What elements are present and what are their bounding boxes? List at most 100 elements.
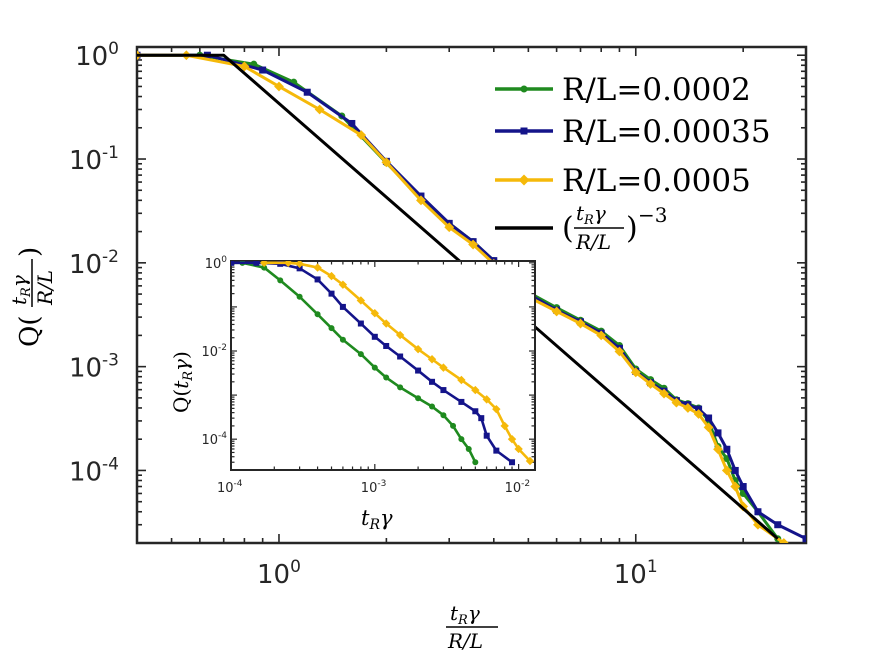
legend-entry-0: R/L=0.0002 xyxy=(495,72,751,108)
inset-point-0 xyxy=(328,325,335,332)
main-ytick-label-3: 10-3 xyxy=(69,351,119,384)
main-point-2 xyxy=(713,444,723,455)
inset-xlabel-base: t xyxy=(361,506,370,530)
inset-ticks xyxy=(230,261,535,471)
inset-point-2 xyxy=(413,344,423,354)
inset-ylabel-base: t xyxy=(169,380,193,389)
main-point-1 xyxy=(705,414,713,422)
inset-series-group xyxy=(231,261,535,466)
inset-point-0 xyxy=(296,293,303,300)
inset-point-0 xyxy=(371,364,378,371)
main-ylabel-num-sub: R xyxy=(19,287,34,298)
main-ytick-label-base: 10 xyxy=(69,354,102,384)
inset-point-1 xyxy=(440,387,447,394)
main-point-2 xyxy=(596,330,607,341)
main-ytick-label-exp: 0 xyxy=(108,39,119,59)
main-xlabel-num-base: t xyxy=(450,601,459,625)
main-point-2 xyxy=(738,501,749,512)
main-point-1 xyxy=(754,508,762,516)
legend-entry-3: ( tRγ R/L ) −3 xyxy=(495,201,667,254)
legend-entry-2: R/L=0.0005 xyxy=(495,163,751,199)
legend-entry-1: R/L=0.00035 xyxy=(495,114,771,150)
legend-frac-num-tail: γ xyxy=(594,201,606,225)
inset-point-1 xyxy=(231,261,234,266)
inset-point-2 xyxy=(313,263,322,272)
main-point-2 xyxy=(381,157,392,168)
main-xlabel-num-sub: R xyxy=(457,613,468,628)
inset-point-0 xyxy=(314,311,321,318)
inset-point-2 xyxy=(492,404,501,414)
main-point-2 xyxy=(659,388,669,399)
main-point-2 xyxy=(683,403,693,413)
inset-xlabel-text: tRγ xyxy=(361,506,393,533)
inset-point-2 xyxy=(514,444,523,454)
legend-label-0: R/L=0.0002 xyxy=(562,72,751,108)
inset-point-2 xyxy=(482,395,491,404)
main-xlabel-den: R/L xyxy=(447,629,483,653)
inset-point-0 xyxy=(261,264,268,271)
inset-point-2 xyxy=(500,421,509,431)
main-point-1 xyxy=(774,521,782,529)
inset-xtick-label-1: 10-3 xyxy=(361,479,387,496)
inset-point-1 xyxy=(458,398,465,405)
legend-marker-1 xyxy=(520,127,528,135)
inset-xtick-label-base: 10 xyxy=(217,481,234,496)
main-xtick-label-exp: 0 xyxy=(290,557,301,577)
inset-ytick-label-exp: -4 xyxy=(218,431,227,441)
legend: R/L=0.0002 R/L=0.00035 R/L=0.0005 ( tRγ … xyxy=(495,72,771,254)
inset-point-1 xyxy=(472,408,479,415)
main-ytick-label-exp: -4 xyxy=(102,454,119,474)
main-point-2 xyxy=(468,239,478,250)
inset-point-0 xyxy=(339,336,346,343)
inset-point-0 xyxy=(357,351,364,358)
inset-point-0 xyxy=(458,436,465,443)
main-point-2 xyxy=(703,422,714,433)
inset-point-2 xyxy=(284,261,293,268)
inset-point-0 xyxy=(397,384,404,391)
main-point-2 xyxy=(314,104,325,115)
inset-point-2 xyxy=(471,385,480,395)
inset-point-2 xyxy=(525,456,535,466)
main-xtick-label-exp: 1 xyxy=(647,557,658,577)
legend-paren-close: ) xyxy=(626,211,638,246)
main-point-2 xyxy=(645,379,656,389)
inset-ylabel-sub: R xyxy=(181,371,196,382)
main-xtick-label-1: 101 xyxy=(614,557,658,590)
legend-frac-num-sub: R xyxy=(583,213,594,228)
inset-point-1 xyxy=(383,342,390,349)
inset-xtick-label-exp: -3 xyxy=(377,479,386,489)
main-point-2 xyxy=(730,481,741,492)
legend-paren-open: ( xyxy=(562,211,574,246)
main-xtick-label-base: 10 xyxy=(614,560,647,590)
inset-point-1 xyxy=(478,415,485,422)
inset-xtick-label-base: 10 xyxy=(361,481,378,496)
main-xlabel-num-tail: γ xyxy=(468,601,480,625)
inset-point-1 xyxy=(483,432,490,439)
main-ytick-label-2: 10-2 xyxy=(69,247,119,280)
legend-marker-2 xyxy=(518,174,530,186)
inset-point-2 xyxy=(356,296,366,305)
inset-point-0 xyxy=(277,277,284,284)
inset-xlabel-tail: γ xyxy=(380,506,393,530)
inset-point-2 xyxy=(338,280,348,289)
main-point-2 xyxy=(693,409,704,419)
inset-ytick-label-2: 10-4 xyxy=(201,431,227,448)
inset-ytick-label-1: 10-2 xyxy=(201,343,227,360)
legend-frac-num-base: t xyxy=(576,201,585,225)
main-ytick-label-exp: -1 xyxy=(102,143,119,163)
inset-series xyxy=(231,261,535,466)
main-point-2 xyxy=(575,318,586,329)
inset-point-0 xyxy=(415,395,422,402)
main-ylabel-num-base: t xyxy=(7,296,31,305)
main-point-1 xyxy=(303,88,311,96)
main-ytick-label-1: 10-1 xyxy=(69,143,119,176)
inset-ylabel-text: Q(tRγ) xyxy=(169,351,196,413)
legend-label-1: R/L=0.00035 xyxy=(562,114,771,150)
main-point-1 xyxy=(802,535,806,543)
main-point-2 xyxy=(551,306,562,317)
inset-ylabel-prefix: Q( xyxy=(169,389,193,413)
inset-point-2 xyxy=(370,309,380,318)
main-point-1 xyxy=(723,445,731,453)
